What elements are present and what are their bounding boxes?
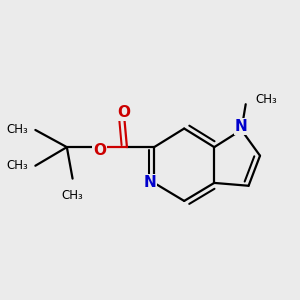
Text: CH₃: CH₃ [256,93,278,106]
Text: CH₃: CH₃ [6,159,28,172]
Text: CH₃: CH₃ [6,124,28,136]
Text: O: O [93,143,106,158]
Text: CH₃: CH₃ [62,189,83,202]
Text: N: N [143,176,156,190]
Text: O: O [118,105,130,120]
Text: N: N [235,119,248,134]
